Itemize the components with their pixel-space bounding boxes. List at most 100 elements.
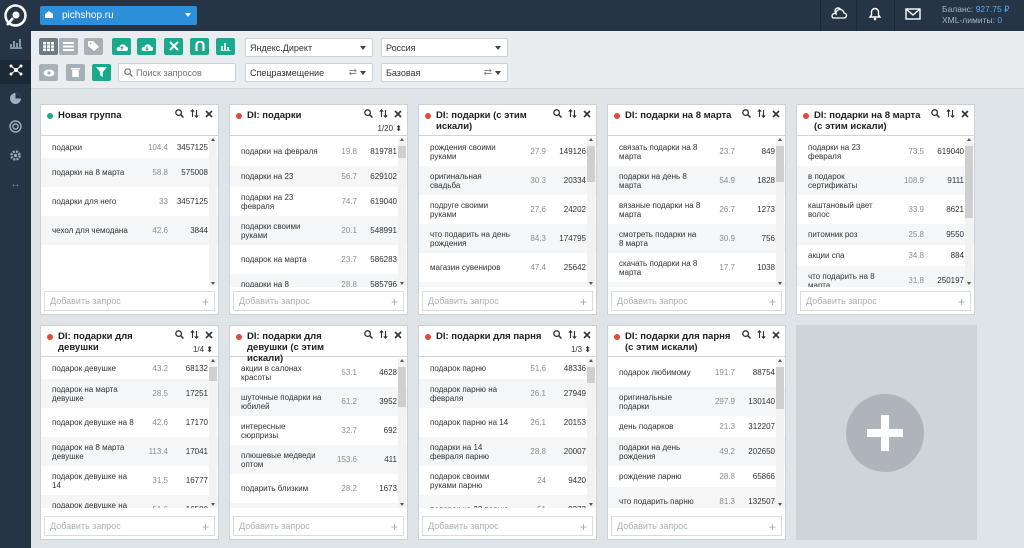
scroll-up-icon[interactable] <box>778 359 782 362</box>
search-icon[interactable] <box>364 109 374 121</box>
refresh-icon[interactable]: ⇄ <box>348 67 357 78</box>
sort-icon[interactable] <box>757 329 766 342</box>
sort-icon[interactable] <box>568 329 577 342</box>
scrollbar[interactable] <box>965 138 973 286</box>
scrollbar[interactable] <box>587 359 595 507</box>
sort-icon[interactable] <box>190 329 199 342</box>
sort-icon[interactable] <box>190 108 199 121</box>
keyword-row[interactable]: подарки 104.4 3457125 <box>41 137 218 158</box>
scroll-down-icon[interactable] <box>400 503 404 506</box>
scrollbar[interactable] <box>209 359 217 507</box>
add-keyword-field[interactable]: Добавить запрос + <box>422 516 593 536</box>
keyword-row[interactable]: подарки для него 33 3457125 <box>41 187 218 216</box>
add-keyword-field[interactable]: Добавить запрос + <box>44 291 215 311</box>
group-title[interactable]: DI: подарки на 8 марта <box>625 110 732 121</box>
group-title[interactable]: Новая группа <box>58 110 122 121</box>
scroll-up-icon[interactable] <box>400 359 404 362</box>
close-icon[interactable] <box>961 109 969 121</box>
scrollbar[interactable] <box>398 359 406 507</box>
group-pager[interactable]: 1/3 ⬍ <box>571 344 591 355</box>
keyword-row[interactable]: скачать подарки на 8 марта 17.7 1038 <box>608 253 785 282</box>
keyword-row[interactable]: букет из игрушек 98.4 55929 <box>230 503 407 508</box>
keyword-row[interactable]: что подарить парню 81.3 132507 <box>608 487 785 508</box>
region-select[interactable]: Россия <box>381 38 508 57</box>
keyword-row[interactable]: связать подарки на 8 марта 23.7 849 <box>608 137 785 166</box>
pager-arrows-icon[interactable]: ⬍ <box>206 345 213 354</box>
keyword-row[interactable]: подарок любимому 191.7 88754 <box>608 358 785 387</box>
scroll-up-icon[interactable] <box>211 359 215 362</box>
refresh-icon[interactable]: ⇄ <box>483 67 492 78</box>
keyword-row[interactable]: подарок своими руками парню 24 9420 <box>419 466 596 495</box>
add-group-button[interactable] <box>846 394 924 472</box>
balance-value[interactable]: 927.75 ₽ <box>975 4 1010 14</box>
search-icon[interactable] <box>931 109 941 121</box>
notifications-button[interactable] <box>856 0 892 31</box>
keyword-row[interactable]: подарки на день 8 марта 54.9 1828 <box>608 166 785 195</box>
keyword-row[interactable]: подарок на 23 парню 51 8273 <box>419 495 596 508</box>
search-input[interactable] <box>136 67 232 78</box>
keyword-row[interactable]: подарок девушке 43.2 68132 <box>41 358 218 379</box>
scrollbar[interactable] <box>776 138 784 286</box>
bar-chart-button[interactable] <box>216 38 235 55</box>
close-icon[interactable] <box>583 330 591 342</box>
plus-icon[interactable]: + <box>957 295 965 309</box>
scroll-up-icon[interactable] <box>211 138 215 141</box>
keyword-row[interactable]: подарки своими руками 20.1 548991 <box>230 216 407 245</box>
keyword-row[interactable]: подарки на 23 56.7 629102 <box>230 166 407 187</box>
keyword-row[interactable]: подарок на 8 марта девушке 113.4 17041 <box>41 437 218 466</box>
scrollbar-thumb[interactable] <box>965 146 973 218</box>
keyword-row[interactable]: подарить близким 28.2 1673 <box>230 474 407 503</box>
add-keyword-field[interactable]: Добавить запрос + <box>611 291 782 311</box>
scrollbar[interactable] <box>776 359 784 507</box>
keyword-row[interactable]: оригинальная свадьба 30.3 20334 <box>419 166 596 195</box>
close-icon[interactable] <box>205 330 213 342</box>
match-type-select[interactable]: Базовая ⇄ <box>381 63 508 82</box>
keyword-row[interactable]: подарки на день рождения 49.2 202650 <box>608 437 785 466</box>
keyword-row[interactable]: подарки на февраля 19.8 819781 <box>230 137 407 166</box>
keyword-row[interactable]: подарки подарки на 44.1 671 <box>608 282 785 287</box>
search-icon[interactable] <box>553 109 563 121</box>
close-icon[interactable] <box>205 109 213 121</box>
scrollbar-thumb[interactable] <box>776 146 784 182</box>
scroll-up-icon[interactable] <box>400 138 404 141</box>
sort-icon[interactable] <box>946 108 955 121</box>
sort-icon[interactable] <box>379 108 388 121</box>
add-group-panel[interactable] <box>796 325 977 540</box>
close-icon[interactable] <box>772 330 780 342</box>
cloud-download-button[interactable] <box>137 38 156 55</box>
keyword-row[interactable]: что подарить на 8 марта 31.8 250197 <box>797 266 974 287</box>
scroll-up-icon[interactable] <box>967 138 971 141</box>
group-pager[interactable]: 1/20 ⬍ <box>377 123 402 134</box>
scrollbar-thumb[interactable] <box>587 367 595 383</box>
keyword-row[interactable]: подарок на марта 23.7 586283 <box>230 245 407 274</box>
keyword-row[interactable]: акции в салонах красоты 53.1 4628 <box>230 358 407 387</box>
search-icon[interactable] <box>364 330 374 342</box>
keyword-row[interactable]: смотреть подарки на 8 марта 30.9 756 <box>608 224 785 253</box>
keyword-row[interactable]: день рождения оригинальный 110.1 59618 <box>419 282 596 287</box>
add-keyword-field[interactable]: Добавить запрос + <box>44 516 215 536</box>
group-title[interactable]: DI: подарки (с этим искали) <box>436 110 527 132</box>
keyword-row[interactable]: рождение парню 28.8 65866 <box>608 466 785 487</box>
scrollbar[interactable] <box>587 138 595 286</box>
search-icon[interactable] <box>553 330 563 342</box>
search-icon[interactable] <box>742 330 752 342</box>
close-icon[interactable] <box>583 109 591 121</box>
sidebar-item-settings[interactable] <box>0 146 31 170</box>
plus-icon[interactable]: + <box>390 295 398 309</box>
keyword-row[interactable]: день подарков 21.3 312207 <box>608 416 785 437</box>
group-pager[interactable]: 1/4 ⬍ <box>193 344 213 355</box>
scroll-down-icon[interactable] <box>589 503 593 506</box>
scroll-down-icon[interactable] <box>211 282 215 285</box>
sidebar-item-stats[interactable] <box>0 33 31 57</box>
group-title[interactable]: DI: подарки для девушки <box>58 331 133 353</box>
plus-icon[interactable]: + <box>201 295 209 309</box>
plus-icon[interactable]: + <box>390 520 398 534</box>
keyword-row[interactable]: оригинальные подарки 297.9 130140 <box>608 387 785 416</box>
keyword-row[interactable]: подарки на 14 февраля парню 28.8 20007 <box>419 437 596 466</box>
filter-button[interactable] <box>92 64 111 81</box>
scrollbar-thumb[interactable] <box>776 367 784 409</box>
weather-button[interactable] <box>820 0 856 31</box>
add-keyword-field[interactable]: Добавить запрос + <box>800 291 971 311</box>
scroll-down-icon[interactable] <box>778 503 782 506</box>
group-title[interactable]: DI: подарки для парня (с этим искали) <box>625 331 731 353</box>
